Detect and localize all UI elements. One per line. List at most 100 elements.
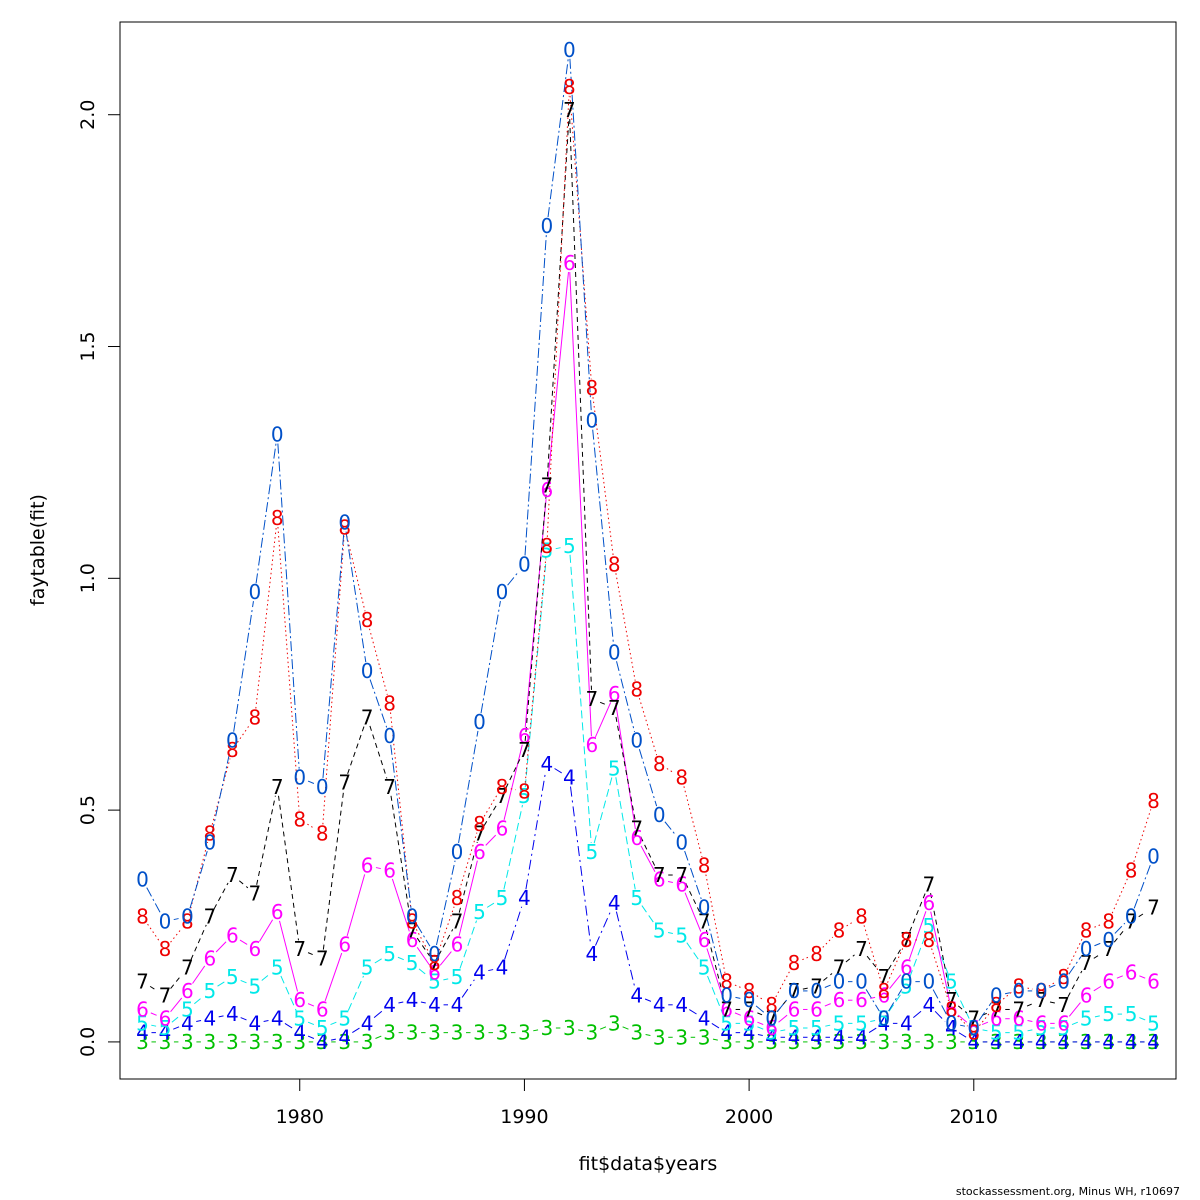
series-6-point: 6 <box>181 979 194 1003</box>
series-5-point: 5 <box>675 923 688 947</box>
series-5-segment <box>780 1029 786 1032</box>
series-6-segment <box>239 939 248 945</box>
series-8-point: 8 <box>316 821 329 845</box>
series-5-segment <box>982 1029 988 1032</box>
series-0-point: 0 <box>563 38 576 62</box>
series-6-segment <box>684 892 702 932</box>
series-5-segment <box>347 975 364 1011</box>
series-8-segment <box>931 948 950 1002</box>
series-6-point: 6 <box>878 984 891 1008</box>
series-8-segment <box>170 928 183 943</box>
series-8-point: 8 <box>1147 789 1160 813</box>
series-7-segment <box>149 985 158 992</box>
series-7-segment <box>505 757 521 789</box>
series-5-segment <box>615 777 636 890</box>
series-5-segment <box>194 996 204 1005</box>
series-5-point: 5 <box>1035 1016 1048 1040</box>
series-7-segment <box>438 929 454 956</box>
series-4-point: 4 <box>630 984 643 1008</box>
series-5-point: 5 <box>698 956 711 980</box>
series-5-segment <box>569 554 592 843</box>
series-8-point: 8 <box>743 979 756 1003</box>
series-0-point: 0 <box>608 640 621 664</box>
series-6-segment <box>192 965 206 984</box>
series-7-point: 7 <box>473 821 486 845</box>
series-7-segment <box>238 880 249 889</box>
series-8-segment <box>1027 987 1033 990</box>
series-7-segment <box>213 882 229 910</box>
series-5-segment <box>954 989 971 1021</box>
series-7-segment <box>1049 1001 1055 1004</box>
series-5-point: 5 <box>181 997 194 1021</box>
series-7-point: 7 <box>833 956 846 980</box>
series-6-point: 6 <box>833 988 846 1012</box>
series-4-segment <box>615 911 636 987</box>
series-7-point: 7 <box>608 696 621 720</box>
series-3-point: 3 <box>361 1030 374 1054</box>
series-4-segment <box>196 1020 202 1023</box>
series-0-point: 0 <box>496 580 509 604</box>
series-5-point: 5 <box>563 534 576 558</box>
series-6-point: 6 <box>293 988 306 1012</box>
series-7-segment <box>170 974 183 989</box>
series-7-point: 7 <box>383 775 396 799</box>
series-5-segment <box>1139 1017 1146 1021</box>
series-7-point: 7 <box>541 474 554 498</box>
series-8-point: 8 <box>698 854 711 878</box>
series-3-point: 3 <box>204 1030 217 1054</box>
series-8-segment <box>510 788 516 791</box>
series-3-point: 3 <box>878 1030 891 1054</box>
series-5-point: 5 <box>541 539 554 563</box>
series-5-segment <box>397 956 404 961</box>
series-3-point: 3 <box>698 1025 711 1049</box>
series-3-point: 3 <box>406 1021 419 1045</box>
series-8-point: 8 <box>1035 979 1048 1003</box>
series-8-segment <box>638 698 658 756</box>
series-7-point: 7 <box>1147 895 1160 919</box>
series-6-point: 6 <box>1147 970 1160 994</box>
series-4-point: 4 <box>788 1025 801 1049</box>
series-3-point: 3 <box>653 1025 666 1049</box>
series-5-point: 5 <box>810 1016 823 1040</box>
series-3-point: 3 <box>945 1030 958 1054</box>
series-8-point: 8 <box>788 951 801 975</box>
series-4-point: 4 <box>316 1030 329 1054</box>
series-7-segment <box>866 955 879 971</box>
series-8-point: 8 <box>518 780 531 804</box>
series-7-segment <box>802 987 808 990</box>
series-8-point: 8 <box>563 75 576 99</box>
series-8-point: 8 <box>1102 909 1115 933</box>
series-4-segment <box>173 1026 180 1030</box>
series-3-point: 3 <box>967 1030 980 1054</box>
series-5-segment <box>931 934 949 974</box>
series-6-segment <box>259 919 274 942</box>
series-8-segment <box>887 947 904 983</box>
series-4-point: 4 <box>496 956 509 980</box>
series-0-segment <box>1094 942 1101 947</box>
series-5-segment <box>686 942 700 961</box>
series-6-point: 6 <box>743 1007 756 1031</box>
series-0-point: 0 <box>451 840 464 864</box>
series-0-segment <box>1114 922 1126 934</box>
series-4-segment <box>352 1027 360 1033</box>
series-6-segment <box>957 1014 968 1023</box>
series-8-point: 8 <box>967 1021 980 1045</box>
series-4-segment <box>240 1017 247 1021</box>
series-7-point: 7 <box>226 863 239 887</box>
series-5-segment <box>1094 1015 1100 1018</box>
series-5-segment <box>503 804 523 890</box>
series-6-segment <box>1068 1002 1081 1017</box>
series-0-segment <box>569 58 592 412</box>
series-4-point: 4 <box>833 1025 846 1049</box>
series-4-segment <box>307 1035 315 1039</box>
series-6-segment <box>324 952 343 1002</box>
series-4-point: 4 <box>675 993 688 1017</box>
series-8-point: 8 <box>945 997 958 1021</box>
series-7-point: 7 <box>518 738 531 762</box>
series-6-point: 6 <box>316 997 329 1021</box>
series-6-segment <box>307 1003 315 1007</box>
series-7-segment <box>1026 1003 1034 1007</box>
series-0-point: 0 <box>1012 979 1025 1003</box>
series-6-point: 6 <box>473 840 486 864</box>
